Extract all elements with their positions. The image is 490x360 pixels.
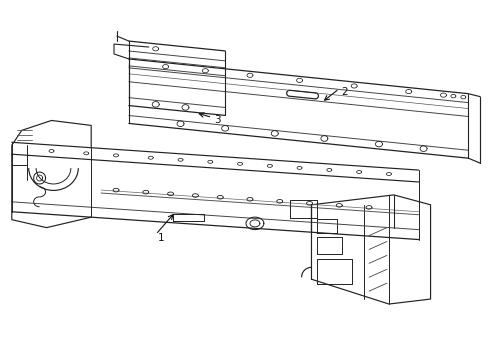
Text: 2: 2 <box>341 87 348 96</box>
Text: 3: 3 <box>214 116 221 125</box>
Text: 1: 1 <box>158 233 164 243</box>
